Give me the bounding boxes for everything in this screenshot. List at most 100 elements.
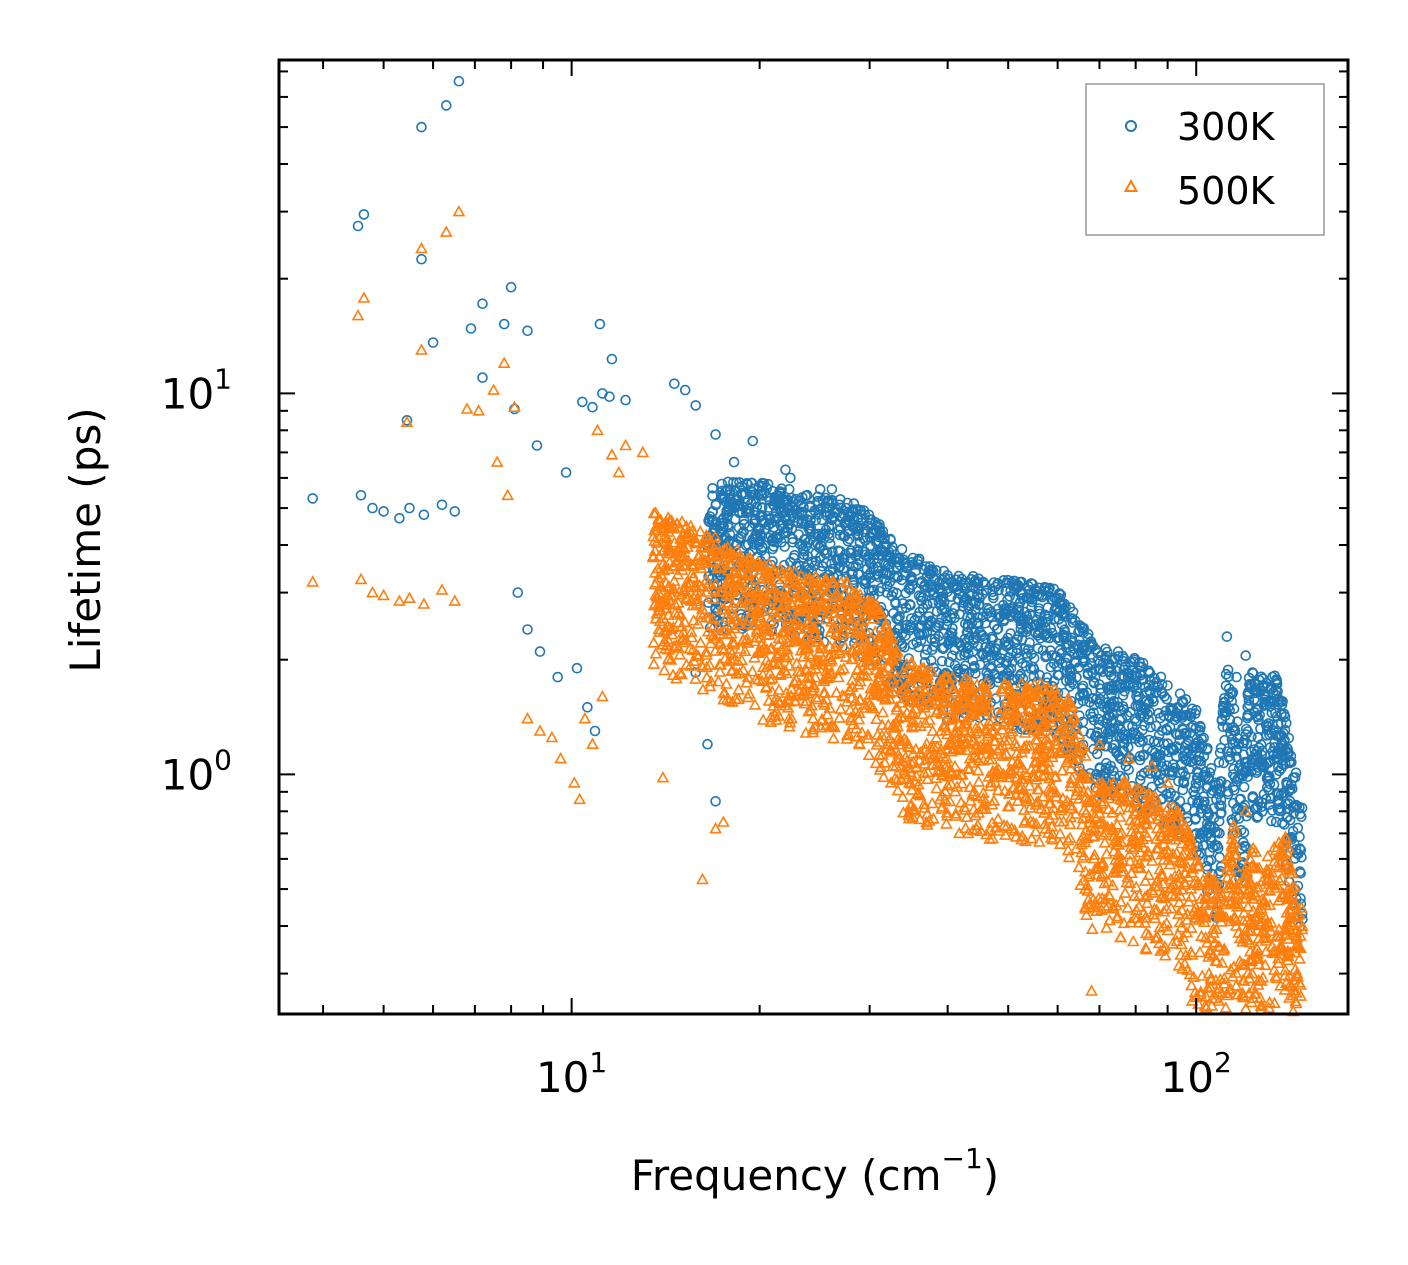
point-500k bbox=[984, 776, 998, 788]
point-300k bbox=[896, 638, 907, 650]
point-500k bbox=[918, 757, 932, 769]
point-300k bbox=[1076, 641, 1088, 653]
point-500k bbox=[820, 707, 834, 720]
point-500k bbox=[1211, 981, 1225, 994]
point-500k bbox=[799, 572, 813, 584]
point-500k bbox=[649, 506, 663, 518]
point-500k bbox=[939, 723, 953, 736]
point-300k bbox=[1005, 585, 1017, 597]
point-300k bbox=[1193, 798, 1204, 809]
point-500k bbox=[1018, 726, 1032, 738]
point-300k bbox=[800, 562, 812, 573]
point-500k bbox=[977, 791, 990, 804]
point-300k bbox=[1078, 627, 1089, 638]
point-300k bbox=[733, 498, 744, 510]
point-500k bbox=[1180, 913, 1194, 925]
point-500k bbox=[969, 808, 982, 821]
point-300k bbox=[416, 121, 427, 133]
point-300k bbox=[821, 510, 833, 522]
point-500k bbox=[815, 579, 829, 591]
point-500k bbox=[1085, 922, 1099, 935]
point-500k bbox=[727, 636, 741, 648]
point-300k bbox=[477, 372, 488, 383]
point-500k bbox=[734, 642, 748, 654]
point-300k bbox=[1201, 860, 1212, 872]
point-300k bbox=[1021, 610, 1033, 622]
point-500k bbox=[1146, 790, 1160, 803]
point-300k bbox=[1215, 794, 1227, 806]
point-500k bbox=[958, 716, 971, 729]
point-500k bbox=[729, 550, 743, 563]
point-500k bbox=[673, 559, 687, 572]
point-500k bbox=[1032, 835, 1046, 847]
point-300k bbox=[978, 577, 990, 589]
point-300k bbox=[1086, 711, 1098, 723]
point-500k bbox=[1109, 838, 1123, 850]
point-300k bbox=[741, 477, 753, 489]
point-500k bbox=[723, 571, 737, 584]
point-300k bbox=[1043, 610, 1054, 622]
point-300k bbox=[968, 634, 979, 646]
point-300k bbox=[394, 512, 405, 524]
point-500k bbox=[1055, 764, 1069, 776]
point-500k bbox=[781, 576, 795, 588]
point-500k bbox=[1240, 870, 1254, 882]
point-500k bbox=[1088, 809, 1102, 822]
point-500k bbox=[1064, 810, 1078, 823]
point-500k bbox=[930, 740, 944, 752]
point-300k bbox=[498, 318, 510, 330]
point-300k bbox=[1001, 577, 1012, 589]
point-500k bbox=[876, 705, 890, 718]
point-500k bbox=[760, 572, 774, 584]
point-300k bbox=[722, 476, 734, 488]
point-500k bbox=[960, 718, 974, 730]
point-300k bbox=[834, 553, 845, 565]
point-500k bbox=[959, 680, 973, 692]
point-300k bbox=[1067, 606, 1079, 618]
point-300k bbox=[836, 511, 848, 522]
point-500k bbox=[1248, 860, 1261, 872]
point-500k bbox=[1072, 741, 1085, 754]
point-300k bbox=[738, 526, 749, 538]
point-500k bbox=[668, 597, 682, 610]
point-300k bbox=[1017, 587, 1029, 599]
point-500k bbox=[1142, 868, 1156, 881]
point-300k bbox=[1271, 675, 1282, 687]
point-500k bbox=[1137, 811, 1151, 824]
point-500k bbox=[840, 728, 854, 741]
point-500k bbox=[996, 749, 1010, 761]
point-500k bbox=[740, 676, 754, 688]
point-300k bbox=[826, 520, 837, 531]
point-500k bbox=[699, 573, 713, 586]
point-500k bbox=[763, 673, 777, 685]
point-500k bbox=[775, 632, 789, 645]
point-300k bbox=[1218, 757, 1229, 769]
point-300k bbox=[1139, 711, 1150, 723]
point-300k bbox=[1190, 722, 1202, 734]
point-300k bbox=[949, 635, 960, 647]
point-300k bbox=[962, 626, 974, 638]
point-500k bbox=[791, 578, 804, 591]
point-300k bbox=[1138, 767, 1150, 779]
point-500k bbox=[1236, 935, 1249, 947]
point-500k bbox=[1105, 784, 1119, 796]
point-500k bbox=[1165, 816, 1178, 828]
point-500k bbox=[1152, 841, 1165, 853]
point-500k bbox=[935, 685, 948, 698]
point-300k bbox=[728, 456, 740, 468]
point-300k bbox=[587, 401, 598, 413]
point-500k bbox=[1222, 850, 1236, 862]
point-500k bbox=[818, 698, 832, 710]
point-300k bbox=[1064, 681, 1076, 692]
point-500k bbox=[971, 818, 985, 831]
point-500k bbox=[1160, 902, 1173, 914]
point-300k bbox=[512, 587, 524, 598]
point-500k bbox=[1072, 792, 1086, 804]
point-300k bbox=[1153, 775, 1164, 786]
point-500k bbox=[860, 669, 874, 681]
point-500k bbox=[966, 823, 980, 836]
point-500k bbox=[910, 760, 923, 772]
point-500k bbox=[873, 735, 886, 747]
point-300k bbox=[1186, 749, 1197, 761]
point-300k bbox=[1137, 657, 1149, 669]
